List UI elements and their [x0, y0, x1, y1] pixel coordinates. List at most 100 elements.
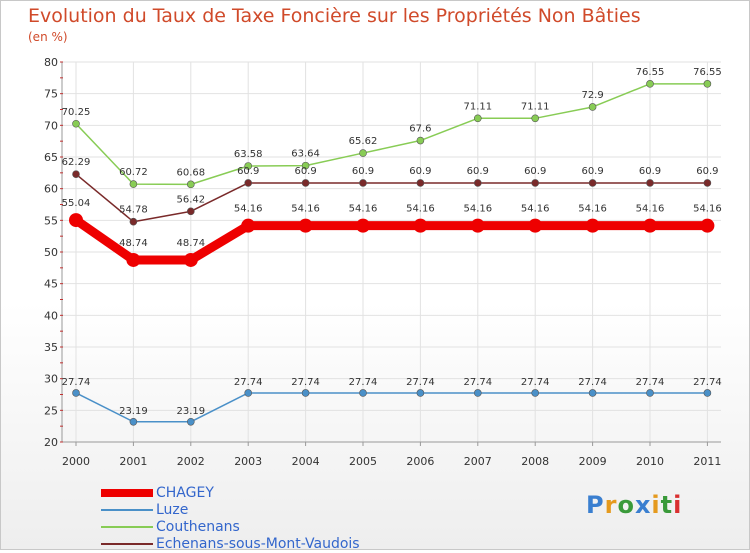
- data-point: [241, 218, 256, 233]
- y-tick-label: 40: [44, 309, 58, 322]
- data-label: 60.9: [581, 166, 603, 177]
- data-point: [244, 389, 252, 397]
- data-label: 27.74: [234, 377, 263, 388]
- data-label: 56.42: [176, 194, 205, 205]
- data-label: 27.74: [578, 377, 607, 388]
- data-label: 27.74: [636, 377, 665, 388]
- x-tick-label: 2008: [521, 455, 549, 468]
- data-label: 27.74: [62, 377, 91, 388]
- x-tick-label: 2010: [636, 455, 664, 468]
- data-point: [703, 179, 712, 187]
- x-tick-label: 2003: [234, 455, 262, 468]
- data-label: 63.64: [291, 149, 320, 160]
- data-label: 54.16: [406, 204, 435, 215]
- y-tick-label: 25: [44, 404, 58, 417]
- data-label: 23.19: [176, 406, 205, 417]
- data-label: 54.16: [234, 204, 263, 215]
- x-tick-label: 2006: [406, 455, 434, 468]
- data-point: [531, 114, 540, 123]
- data-label: 60.9: [409, 166, 431, 177]
- data-point: [585, 218, 600, 233]
- data-label: 60.9: [639, 166, 661, 177]
- legend-swatch: [101, 509, 153, 511]
- logo-letter: o: [617, 491, 635, 519]
- data-label: 63.58: [234, 149, 263, 160]
- data-label: 67.6: [409, 124, 431, 135]
- data-label: 54.78: [119, 205, 148, 216]
- data-point: [700, 218, 715, 233]
- data-label: 60.68: [176, 167, 205, 178]
- data-label: 27.74: [349, 377, 378, 388]
- legend-swatch: [101, 489, 153, 497]
- data-point: [416, 389, 425, 397]
- data-label: 60.9: [696, 166, 718, 177]
- data-point: [588, 389, 597, 397]
- series-line-couthenans: [75, 83, 709, 186]
- logo-letter: P: [586, 491, 605, 519]
- data-point: [72, 170, 80, 178]
- y-tick-label: 45: [44, 278, 58, 291]
- data-label: 54.16: [693, 204, 722, 215]
- data-point: [473, 389, 482, 397]
- data-point: [703, 80, 712, 88]
- data-label: 60.9: [294, 166, 316, 177]
- y-tick-label: 35: [44, 341, 58, 354]
- logo-letter: i: [651, 491, 661, 519]
- data-point: [129, 417, 138, 426]
- data-point: [413, 218, 428, 233]
- data-label: 60.72: [119, 167, 148, 178]
- data-point: [473, 179, 482, 187]
- data-labels: 55.04 48.74 48.74 54.16 54.16 54.16 54.16 54.16…: [62, 67, 722, 417]
- data-label: 48.74: [176, 238, 205, 249]
- data-point: [187, 180, 195, 189]
- logo-letter: x: [634, 491, 652, 519]
- legend-label: Couthenans: [156, 519, 240, 535]
- data-point: [470, 218, 485, 233]
- data-label: 70.25: [62, 107, 91, 118]
- data-label: 60.9: [237, 166, 259, 177]
- data-label: 27.74: [291, 377, 320, 388]
- series-line-luze: [75, 392, 709, 423]
- data-point: [301, 161, 310, 170]
- x-tick-label: 2007: [464, 455, 492, 468]
- x-tick-label: 2011: [693, 455, 721, 468]
- data-label: 54.16: [636, 204, 665, 215]
- chart-title: Evolution du Taux de Taxe Foncière sur l…: [28, 5, 641, 27]
- data-point: [531, 389, 540, 397]
- data-point: [359, 149, 367, 157]
- y-tick-label: 75: [44, 88, 58, 101]
- x-tick-label: 2001: [119, 455, 147, 468]
- chart-grid: [62, 61, 721, 443]
- series-line-chagey: [71, 215, 712, 265]
- data-point: [187, 417, 195, 426]
- data-point: [129, 217, 138, 226]
- y-tick-label: 20: [44, 436, 58, 449]
- data-point: [703, 389, 712, 397]
- data-point: [643, 218, 657, 233]
- logo-letter: r: [604, 491, 618, 519]
- legend-label: CHAGEY: [156, 485, 214, 501]
- series-line-echenans-sous-mont-vaudois: [75, 173, 709, 223]
- data-label: 27.74: [693, 377, 722, 388]
- data-label: 27.74: [406, 377, 435, 388]
- data-point: [183, 252, 198, 267]
- data-point: [356, 218, 370, 233]
- data-label: 76.55: [693, 67, 722, 78]
- legend-swatch: [101, 543, 153, 545]
- data-point: [359, 389, 367, 397]
- data-point: [528, 218, 543, 233]
- data-label: 54.16: [521, 204, 550, 215]
- x-tick-label: 2002: [177, 455, 205, 468]
- proxiti-logo: Proxiti: [586, 491, 682, 519]
- data-label: 54.16: [463, 204, 492, 215]
- data-point: [126, 252, 141, 267]
- x-tick-label: 2000: [62, 455, 90, 468]
- y-tick-label: 70: [44, 119, 58, 132]
- y-axis-unit-label: (en %): [28, 30, 68, 44]
- data-label: 76.55: [636, 67, 665, 78]
- chart-series: [69, 80, 715, 426]
- y-tick-label: 50: [44, 246, 58, 259]
- data-label: 71.11: [521, 101, 550, 112]
- data-label: 62.29: [62, 157, 91, 168]
